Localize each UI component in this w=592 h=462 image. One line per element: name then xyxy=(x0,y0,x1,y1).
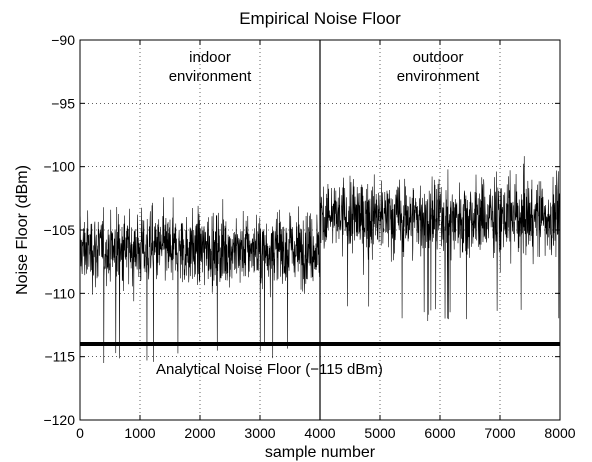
x-axis-label: sample number xyxy=(265,444,376,461)
x-tick-label: 5000 xyxy=(364,425,395,441)
y-tick-label: −115 xyxy=(45,349,76,365)
x-tick-label: 4000 xyxy=(304,425,335,441)
x-tick-label: 3000 xyxy=(244,425,275,441)
axis-ticks: 0 1000 2000 3000 4000 5000 6000 7000 8000 −120 −11… xyxy=(43,32,575,441)
indoor-annotation-line-2: environment xyxy=(169,68,252,85)
y-tick-label: −105 xyxy=(43,222,75,238)
y-tick-label: −95 xyxy=(51,95,75,111)
chart-title: Empirical Noise Floor xyxy=(239,9,401,28)
outdoor-annotation-line-1: outdoor xyxy=(413,49,464,66)
analytical-noise-floor-label: Analytical Noise Floor (−115 dBm) xyxy=(156,361,383,378)
data-layer xyxy=(79,40,561,420)
y-tick-label: −120 xyxy=(43,412,75,428)
y-tick-label: −100 xyxy=(43,159,75,175)
indoor-annotation-line-1: indoor xyxy=(189,49,231,66)
y-tick-label: −110 xyxy=(45,285,76,301)
outdoor-annotation-line-2: environment xyxy=(397,68,480,85)
y-tick-label: −90 xyxy=(51,32,75,48)
x-tick-label: 7000 xyxy=(484,425,515,441)
x-tick-label: 0 xyxy=(76,425,84,441)
x-tick-label: 8000 xyxy=(544,425,575,441)
x-tick-label: 2000 xyxy=(184,425,215,441)
x-tick-label: 1000 xyxy=(124,425,155,441)
x-tick-label: 6000 xyxy=(424,425,455,441)
y-axis-label: Noise Floor (dBm) xyxy=(14,165,31,295)
